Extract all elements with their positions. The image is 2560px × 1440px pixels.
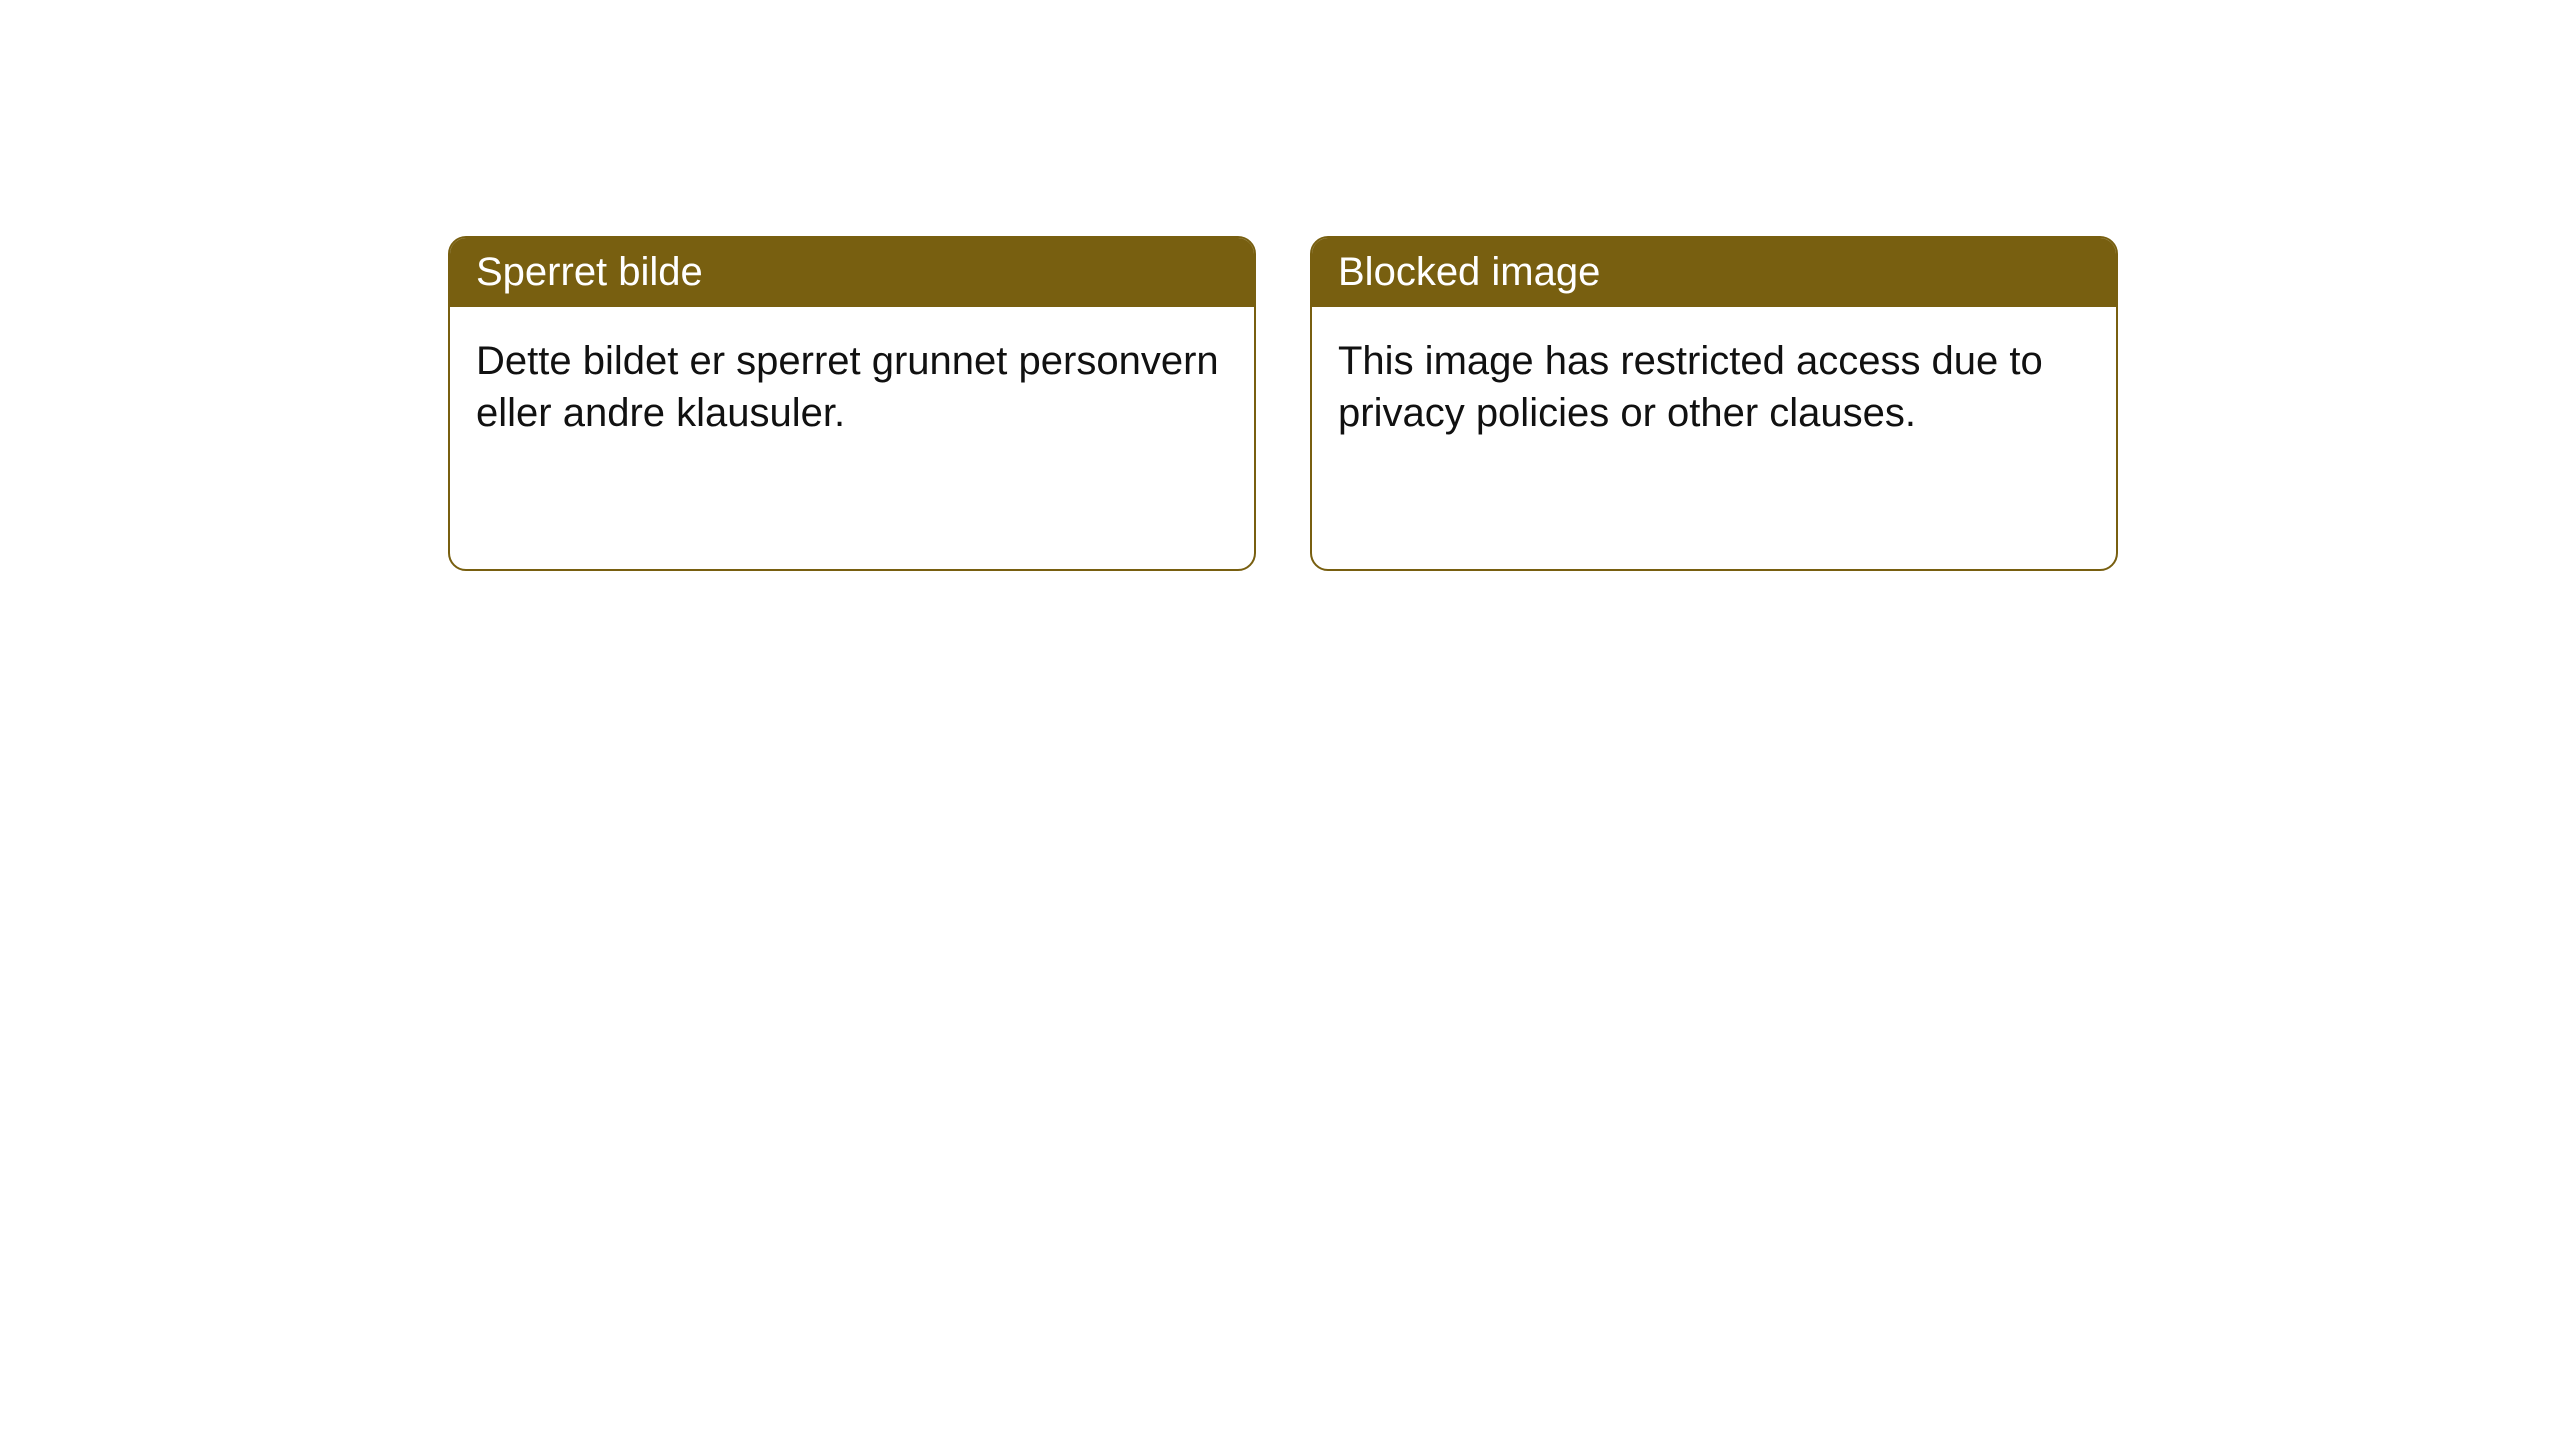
notice-card-header: Blocked image — [1312, 238, 2116, 307]
notice-card-header: Sperret bilde — [450, 238, 1254, 307]
notice-card-title: Blocked image — [1338, 250, 1600, 294]
notice-card-norwegian: Sperret bilde Dette bildet er sperret gr… — [448, 236, 1256, 571]
notice-card-body: This image has restricted access due to … — [1312, 307, 2116, 467]
notice-card-body: Dette bildet er sperret grunnet personve… — [450, 307, 1254, 467]
notice-cards-container: Sperret bilde Dette bildet er sperret gr… — [0, 0, 2560, 571]
notice-card-text: Dette bildet er sperret grunnet personve… — [476, 339, 1219, 435]
notice-card-title: Sperret bilde — [476, 250, 703, 294]
notice-card-english: Blocked image This image has restricted … — [1310, 236, 2118, 571]
notice-card-text: This image has restricted access due to … — [1338, 339, 2043, 435]
